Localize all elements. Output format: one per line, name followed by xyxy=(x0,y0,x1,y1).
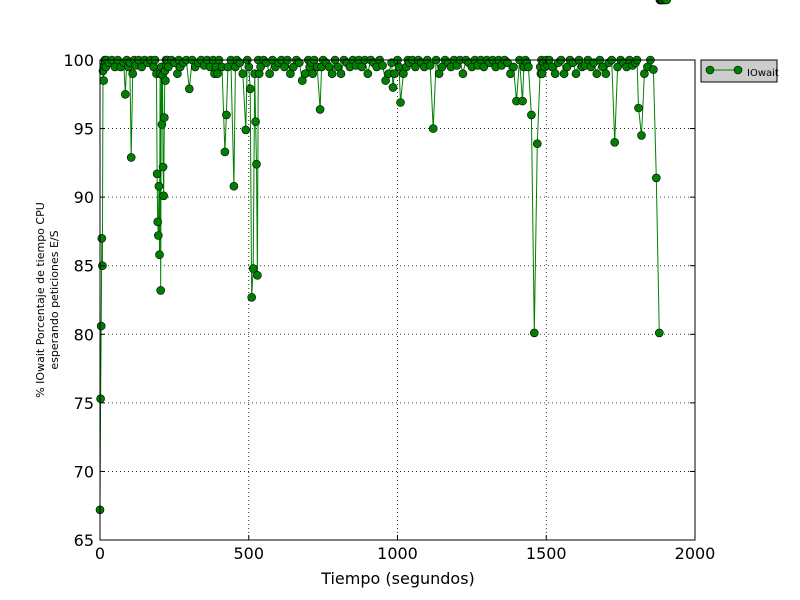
data-point xyxy=(654,328,664,338)
data-point xyxy=(159,191,168,201)
data-point xyxy=(300,69,310,78)
data-point xyxy=(634,103,643,113)
x-tick-label: 1500 xyxy=(526,544,567,563)
x-tick-label: 2000 xyxy=(675,544,716,563)
data-point xyxy=(241,125,251,135)
data-point xyxy=(161,76,170,85)
data-point xyxy=(662,0,671,5)
x-tick-label: 500 xyxy=(233,544,264,563)
data-point xyxy=(529,328,539,338)
data-point xyxy=(637,131,646,140)
data-point xyxy=(524,62,533,72)
data-point xyxy=(315,105,325,114)
data-point xyxy=(158,162,168,172)
data-point xyxy=(571,69,581,78)
data-point xyxy=(155,250,164,259)
data-point xyxy=(222,110,231,120)
ticks: 0 500 1000 1500 2000 65 70 75 80 85 90 95 100 xyxy=(63,51,715,563)
data-point xyxy=(153,217,162,227)
series-line-iowait xyxy=(99,58,660,510)
data-point xyxy=(601,69,611,78)
y-tick-label: 75 xyxy=(74,394,94,413)
data-point xyxy=(532,139,542,148)
data-point xyxy=(154,181,164,191)
data-point xyxy=(152,169,162,179)
data-point xyxy=(327,69,337,78)
data-point xyxy=(185,84,194,94)
data-point xyxy=(96,394,105,404)
data-point xyxy=(238,69,248,78)
legend-marker xyxy=(705,65,715,75)
legend: IOwait xyxy=(700,59,779,83)
data-point xyxy=(390,69,399,78)
data-point xyxy=(154,231,163,240)
data-point xyxy=(592,69,602,78)
data-point xyxy=(265,69,274,78)
y-tick-label: 80 xyxy=(74,325,94,344)
y-tick-label: 85 xyxy=(74,257,94,276)
data-point xyxy=(213,69,222,78)
series-layer xyxy=(95,0,671,515)
x-tick-label: 0 xyxy=(95,544,105,563)
y-tick-label: 70 xyxy=(74,462,94,481)
grid-lines xyxy=(100,60,695,540)
data-point xyxy=(128,69,137,78)
data-point xyxy=(220,147,230,157)
data-point xyxy=(651,173,661,183)
data-point xyxy=(235,58,245,68)
data-point xyxy=(503,58,512,68)
data-point xyxy=(245,84,255,94)
data-point xyxy=(251,117,260,126)
data-point xyxy=(396,98,405,107)
data-point xyxy=(160,113,169,122)
data-point xyxy=(247,292,256,302)
data-point xyxy=(336,69,346,78)
data-point xyxy=(97,234,107,243)
x-tick-label: 1000 xyxy=(377,544,418,563)
y-axis-label-line2: esperando peticiones E/S xyxy=(48,230,61,369)
y-tick-label: 90 xyxy=(74,188,94,207)
data-point xyxy=(458,69,468,78)
data-point xyxy=(649,65,658,74)
data-point xyxy=(308,69,318,78)
data-point xyxy=(425,61,435,70)
data-point xyxy=(363,69,373,78)
y-tick-label: 95 xyxy=(74,120,94,139)
data-point xyxy=(126,153,136,162)
data-point xyxy=(248,264,258,273)
data-point xyxy=(394,62,404,72)
data-point xyxy=(428,124,438,133)
data-point xyxy=(96,321,106,331)
data-point xyxy=(121,90,130,99)
data-point xyxy=(610,138,620,147)
x-axis-label: Tiempo (segundos) xyxy=(320,569,475,588)
data-point xyxy=(294,58,304,68)
data-point xyxy=(99,76,108,85)
data-point xyxy=(252,159,261,169)
data-point xyxy=(378,61,387,70)
data-point xyxy=(550,69,560,78)
y-axis-label-line1: % IOwait Porcentaje de tiempo CPU xyxy=(34,202,47,398)
y-tick-label: 100 xyxy=(63,51,94,70)
data-point xyxy=(509,62,518,72)
data-point xyxy=(518,96,527,106)
legend-marker xyxy=(733,65,743,75)
data-point xyxy=(253,270,262,280)
data-point xyxy=(156,286,165,295)
data-point xyxy=(527,110,536,120)
data-point xyxy=(388,83,398,92)
data-point xyxy=(229,181,239,191)
y-tick-label: 65 xyxy=(74,531,94,550)
legend-label-iowait: IOwait xyxy=(747,68,779,79)
axis-labels: Tiempo (segundos) % IOwait Porcentaje de… xyxy=(34,202,475,588)
